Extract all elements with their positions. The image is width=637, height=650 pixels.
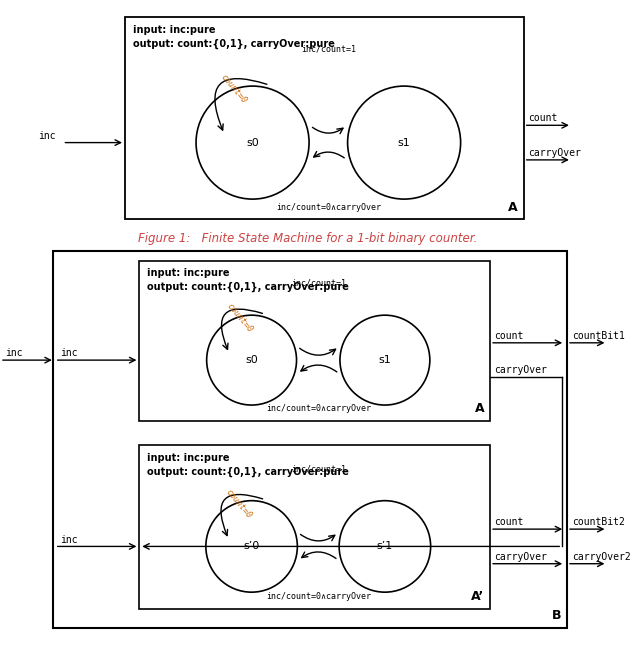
- Text: inc: inc: [5, 348, 22, 358]
- Text: countBit2: countBit2: [572, 517, 625, 527]
- Text: input: inc:pure: input: inc:pure: [147, 453, 229, 463]
- Text: inc/count=1: inc/count=1: [301, 44, 356, 53]
- Text: s0: s0: [246, 138, 259, 148]
- Text: countBit1: countBit1: [572, 331, 625, 341]
- Text: count=0: count=0: [218, 73, 248, 105]
- Text: output: count:{0,1}, carryOver:pure: output: count:{0,1}, carryOver:pure: [147, 466, 349, 476]
- Text: s1: s1: [397, 138, 410, 148]
- Bar: [140, 445, 490, 608]
- Bar: [125, 18, 524, 219]
- Text: Figure 1:   Finite State Machine for a 1-bit binary counter.: Figure 1: Finite State Machine for a 1-b…: [138, 232, 477, 245]
- Text: count: count: [494, 331, 524, 341]
- Text: carryOver: carryOver: [529, 148, 582, 158]
- Text: inc: inc: [38, 131, 56, 140]
- Text: inc/count=1: inc/count=1: [290, 464, 346, 473]
- Text: carryOver: carryOver: [494, 552, 547, 562]
- Text: count: count: [494, 517, 524, 527]
- Text: count=0: count=0: [225, 302, 254, 334]
- Text: carryOver: carryOver: [494, 365, 547, 376]
- Text: inc: inc: [61, 348, 78, 358]
- Circle shape: [339, 500, 431, 592]
- Text: s0: s0: [245, 355, 258, 365]
- Text: inc/count=1: inc/count=1: [290, 279, 346, 288]
- Bar: [53, 251, 567, 628]
- Text: s’0: s’0: [243, 541, 260, 551]
- Text: inc/count=0∧carryOver: inc/count=0∧carryOver: [266, 592, 371, 601]
- Circle shape: [196, 86, 309, 199]
- Text: output: count:{0,1}, carryOver:pure: output: count:{0,1}, carryOver:pure: [132, 38, 334, 49]
- Text: inc: inc: [61, 534, 78, 545]
- Text: A: A: [508, 200, 518, 213]
- Text: B: B: [552, 609, 561, 622]
- Text: s1: s1: [378, 355, 391, 365]
- Text: input: inc:pure: input: inc:pure: [132, 25, 215, 35]
- Text: count=0: count=0: [224, 488, 254, 520]
- Text: inc/count=0∧carryOver: inc/count=0∧carryOver: [276, 203, 381, 212]
- Circle shape: [206, 315, 297, 405]
- Text: s’1: s’1: [376, 541, 393, 551]
- Circle shape: [206, 500, 297, 592]
- Text: inc/count=0∧carryOver: inc/count=0∧carryOver: [266, 404, 371, 413]
- Circle shape: [348, 86, 461, 199]
- Text: input: inc:pure: input: inc:pure: [147, 268, 229, 278]
- Text: A’: A’: [471, 590, 484, 603]
- Circle shape: [340, 315, 430, 405]
- Text: A: A: [475, 402, 484, 415]
- Text: output: count:{0,1}, carryOver:pure: output: count:{0,1}, carryOver:pure: [147, 281, 349, 292]
- Text: count: count: [529, 113, 558, 124]
- Bar: [140, 261, 490, 421]
- Text: carryOver2: carryOver2: [572, 552, 631, 562]
